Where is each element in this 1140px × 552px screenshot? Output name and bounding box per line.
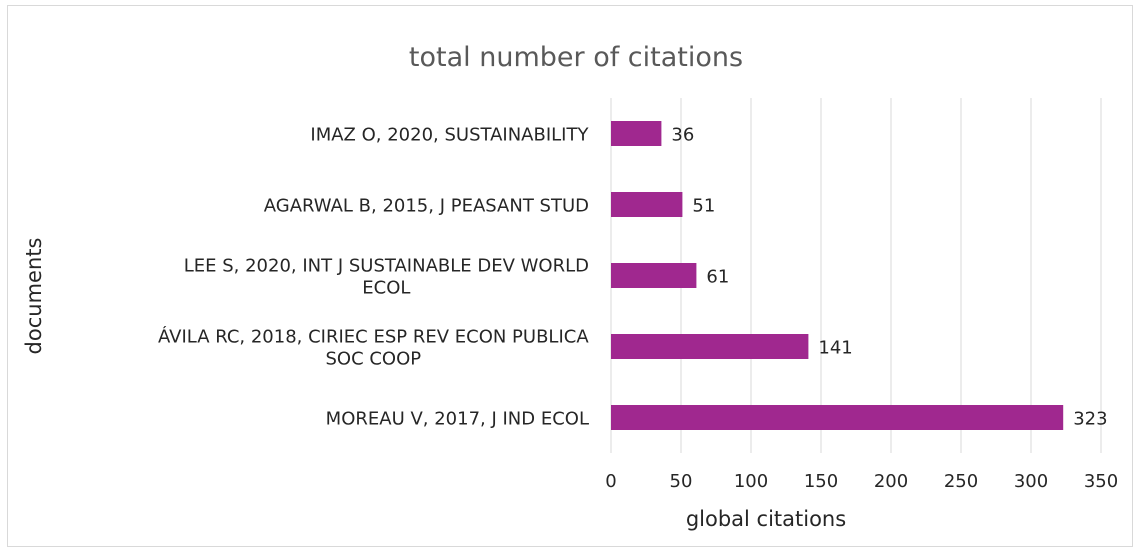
x-tick-label: 50 — [670, 471, 693, 492]
bar — [611, 121, 662, 146]
category-label: ÁVILA RC, 2018, CIRIEC ESP REV ECON PUBL… — [158, 326, 589, 370]
bar — [611, 334, 809, 359]
category-label: IMAZ O, 2020, SUSTAINABILITY — [310, 125, 589, 146]
x-tick-label: 100 — [734, 471, 768, 492]
x-tick-label: 250 — [944, 471, 978, 492]
data-label: 61 — [706, 267, 729, 288]
category-labels: IMAZ O, 2020, SUSTAINABILITY AGARWAL B, 2… — [158, 125, 590, 430]
bar — [611, 263, 697, 288]
x-axis-title: global citations — [686, 507, 846, 531]
chart-title: total number of citations — [409, 42, 743, 73]
data-label: 323 — [1073, 409, 1107, 430]
chart-frame: total number of citations 36 51 61 141 323 I… — [7, 5, 1133, 547]
x-tick-label: 0 — [605, 471, 616, 492]
category-label: LEE S, 2020, INT J SUSTAINABLE DEV WORLD… — [184, 256, 589, 299]
bars: 36 51 61 141 323 — [611, 121, 1108, 430]
bar — [611, 405, 1064, 430]
x-tick-label: 300 — [1014, 471, 1048, 492]
x-tick-label: 150 — [804, 471, 838, 492]
data-label: 141 — [818, 338, 852, 359]
bar-chart: total number of citations 36 51 61 141 323 I… — [22, 42, 1118, 531]
x-tick-label: 350 — [1084, 471, 1118, 492]
category-label: MOREAU V, 2017, J IND ECOL — [326, 409, 589, 430]
bar — [611, 192, 683, 217]
data-label: 36 — [671, 125, 694, 146]
data-label: 51 — [692, 196, 715, 217]
y-axis-title: documents — [22, 238, 46, 355]
x-tick-label: 200 — [874, 471, 908, 492]
category-label: AGARWAL B, 2015, J PEASANT STUD — [264, 196, 589, 217]
x-axis-ticks: 0 50 100 150 200 250 300 350 — [605, 471, 1118, 492]
gridlines — [610, 98, 1102, 453]
